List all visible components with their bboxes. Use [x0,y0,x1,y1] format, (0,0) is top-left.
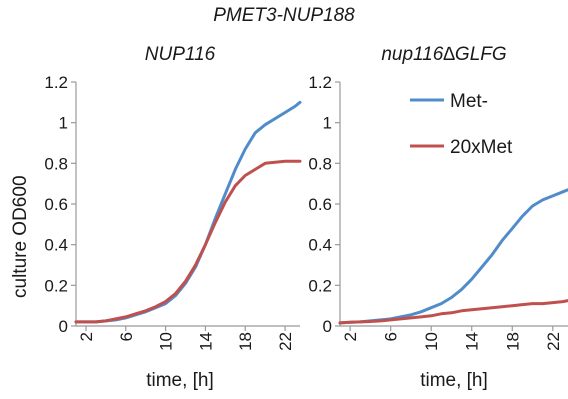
left-x-tick-label: 14 [196,332,215,351]
right-x-tick-label: 6 [382,332,401,341]
left-y-tick-label: 0.2 [44,276,68,295]
left-x-tick-label: 6 [117,332,136,341]
right-x-axis-label: time, [h] [420,370,488,391]
right-x-tick-label: 2 [341,332,360,341]
right-series-20xmet-line [338,299,568,325]
right-y-tick-label: 0 [323,317,332,336]
left-x-tick-label: 22 [276,332,295,351]
left-y-tick-label: 1.2 [44,73,68,92]
left-x-tick-label: 2 [77,332,96,341]
left-x-tick-label: 10 [157,332,176,351]
legend-label-20xmet: 20xMet [450,137,513,158]
left-y-tick-label: 0.4 [44,236,68,255]
right-y-tick-label: 0.6 [308,195,332,214]
right-y-tick-label: 0.2 [308,276,332,295]
right-x-tick-label: 14 [463,332,482,351]
right-x-tick-label: 22 [544,332,563,351]
legend-label-met-minus: Met- [450,91,488,112]
right-x-tick-label: 10 [422,332,441,351]
right-x-tick-label: 18 [503,332,522,351]
right-y-tick-label: 1 [323,114,332,133]
left-y-tick-label: 0.8 [44,154,68,173]
left-y-tick-label: 0.6 [44,195,68,214]
right-panel-title: nup116∆GLFG [381,44,507,65]
left-panel-title: NUP116 [144,44,216,65]
right-y-tick-label: 0.8 [308,154,332,173]
right-y-tick-label: 0.4 [308,236,332,255]
left-y-tick-label: 1 [59,114,68,133]
left-series-20xmet-line [74,159,302,324]
right-y-tick-label: 1.2 [308,73,332,92]
left-x-axis-label: time, [h] [146,370,214,391]
left-y-tick-label: 0 [59,317,68,336]
left-x-tick-label: 18 [236,332,255,351]
figure-supertitle: PMET3-NUP188 [213,5,355,26]
